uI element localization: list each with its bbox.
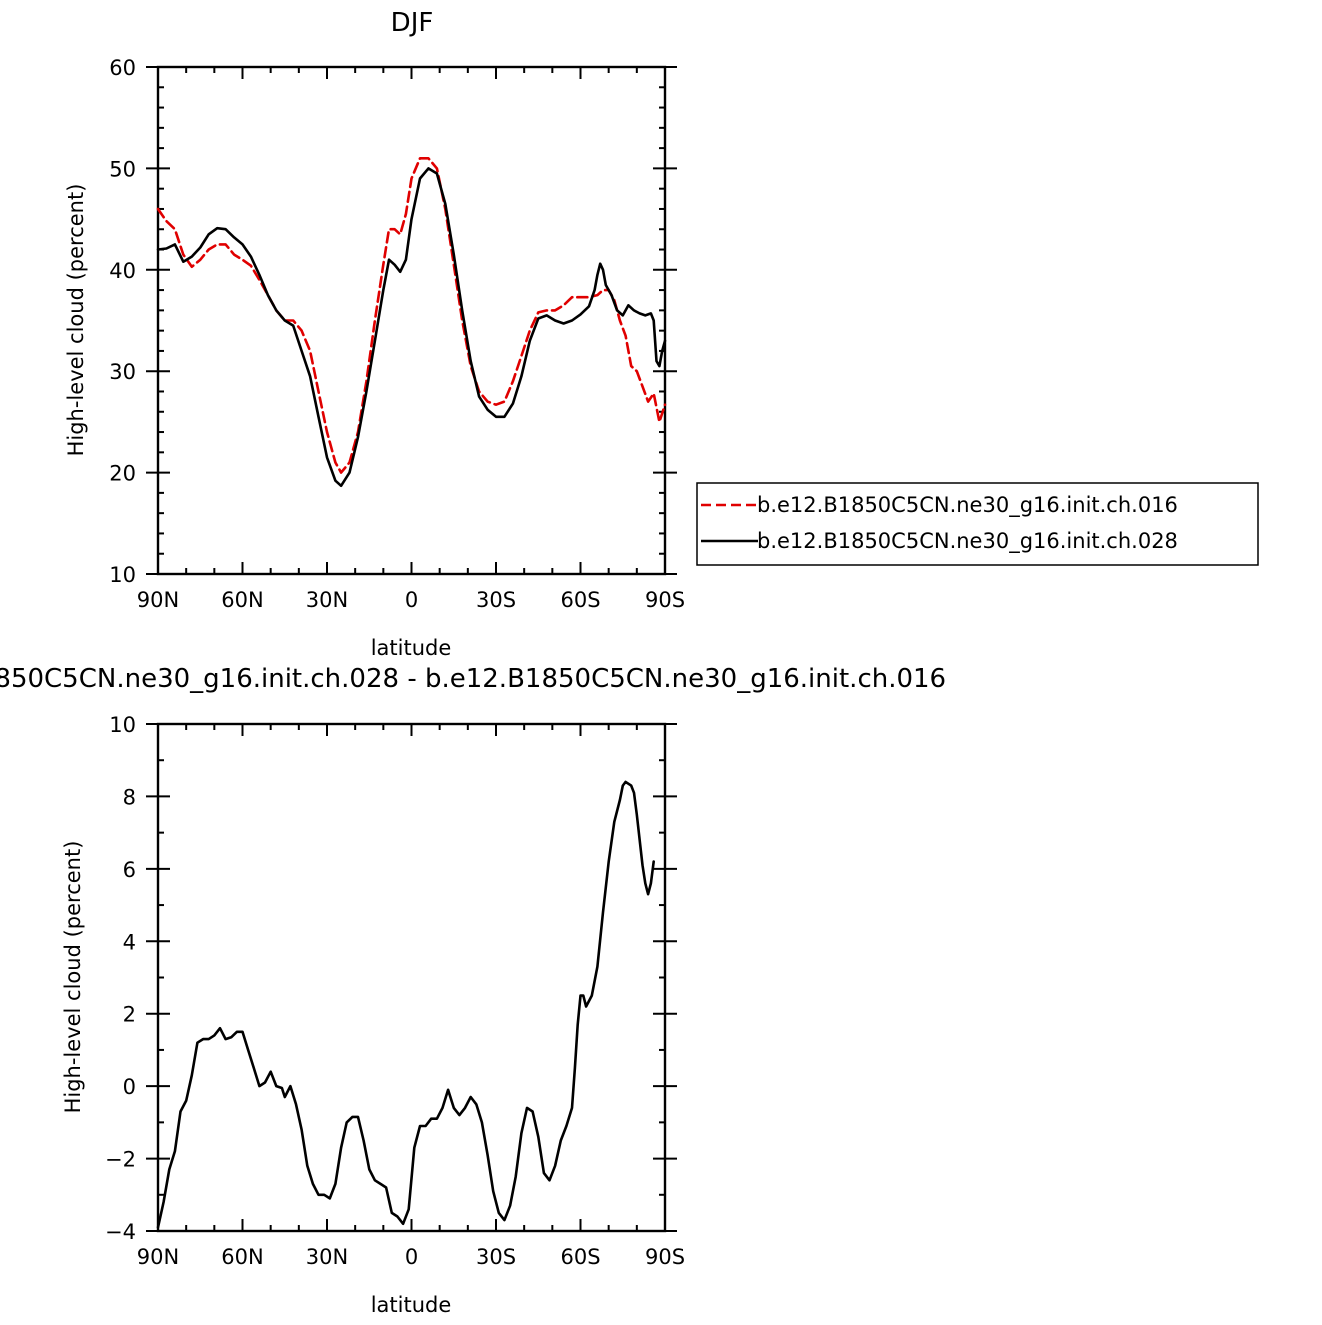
bottom-x-tick-label-30n: 30N [306, 1245, 348, 1269]
bottom-y-axis-label: High-level cloud (percent) [61, 841, 85, 1114]
bottom-chart-title: b.e12.B1850C5CN.ne30_g16.init.ch.028 - b… [0, 664, 946, 694]
top-y-tick-label-40: 40 [109, 259, 136, 283]
top-panel: DJF 90N 60N 30N 0 30S 60S 90S 10 20 30 40 50 60 lati… [64, 8, 685, 660]
top-x-tick-label-90s: 90S [645, 588, 685, 612]
top-x-tick-label-30n: 30N [306, 588, 348, 612]
top-x-tick-label-0: 0 [405, 588, 418, 612]
top-y-tick-label-10: 10 [109, 563, 136, 587]
top-x-axis-label: latitude [371, 636, 452, 660]
top-plot-frame [156, 65, 667, 576]
bottom-x-tick-label-60s: 60S [560, 1245, 600, 1269]
bottom-plot-frame [156, 722, 667, 1233]
legend-box [696, 482, 1259, 566]
bottom-y-tick-label-2: −2 [105, 1148, 136, 1172]
bottom-tick-labels: 90N 60N 30N 0 30S 60S 90S −4 −2 0 2 4 6 8 10 [105, 713, 685, 1269]
top-y-axis-label: High-level cloud (percent) [64, 184, 88, 457]
bottom-x-tick-label-30s: 30S [476, 1245, 516, 1269]
bottom-y-tick-label-6: 6 [123, 858, 136, 882]
bottom-y-tick-label-10: 10 [109, 713, 136, 737]
top-tick-labels: 90N 60N 30N 0 30S 60S 90S 10 20 30 40 50 60 [109, 56, 685, 612]
top-x-tick-label-60s: 60S [560, 588, 600, 612]
bottom-y-tick-label-4: −4 [105, 1220, 136, 1244]
legend-label-028: b.e12.B1850C5CN.ne30_g16.init.ch.028 [757, 529, 1178, 554]
legend: b.e12.B1850C5CN.ne30_g16.init.ch.016 b.e… [696, 482, 1259, 566]
bottom-y-tick-label-0: 0 [123, 1075, 136, 1099]
top-series-line-028 [156, 167, 667, 488]
bottom-y-tick-label-8: 8 [123, 785, 136, 809]
bottom-x-axis-label: latitude [371, 1293, 452, 1317]
top-x-tick-label-30s: 30S [476, 588, 516, 612]
top-tick-marks [146, 66, 677, 575]
bottom-x-tick-label-90s: 90S [645, 1245, 685, 1269]
top-chart-title: DJF [391, 8, 434, 38]
top-y-tick-label-60: 60 [109, 56, 136, 80]
bottom-x-tick-label-90n: 90N [137, 1245, 179, 1269]
top-x-tick-label-60n: 60N [221, 588, 263, 612]
top-y-tick-label-50: 50 [109, 157, 136, 181]
bottom-x-tick-label-60n: 60N [221, 1245, 263, 1269]
top-series-lines [156, 157, 667, 488]
top-x-tick-label-90n: 90N [137, 588, 179, 612]
top-y-tick-label-20: 20 [109, 462, 136, 486]
bottom-x-tick-label-0: 0 [405, 1245, 418, 1269]
bottom-series-line-1 [156, 780, 656, 1229]
bottom-y-tick-label-2: 2 [123, 1003, 136, 1027]
bottom-panel: b.e12.B1850C5CN.ne30_g16.init.ch.028 - b… [0, 664, 946, 1317]
top-series-line-016 [156, 157, 667, 474]
bottom-y-tick-label-4: 4 [123, 930, 136, 954]
legend-label-016: b.e12.B1850C5CN.ne30_g16.init.ch.016 [757, 493, 1178, 518]
bottom-tick-marks [146, 723, 677, 1232]
top-y-tick-label-30: 30 [109, 360, 136, 384]
bottom-series-lines [156, 780, 656, 1229]
